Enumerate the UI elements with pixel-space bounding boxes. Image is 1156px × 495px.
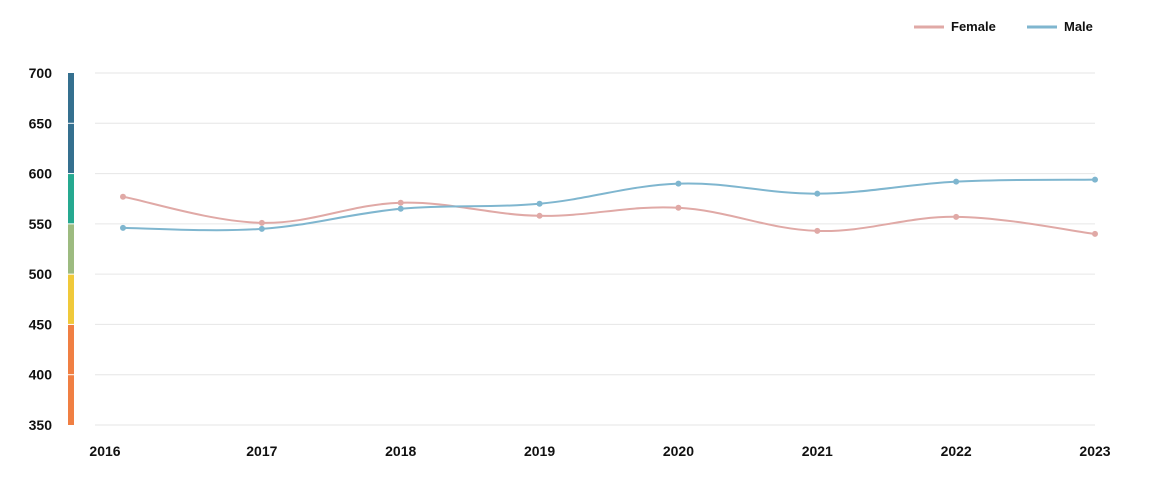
score-scale-bar xyxy=(67,73,75,425)
data-point-female xyxy=(1092,230,1098,237)
y-axis-ticks: 350 400 450 500 550 600 650 700 xyxy=(29,65,53,433)
x-tick-label: 2022 xyxy=(941,443,972,459)
series-male xyxy=(120,176,1098,232)
scale-band xyxy=(68,274,74,325)
x-axis-ticks: 2016 2017 2018 2019 2020 2021 2022 2023 xyxy=(89,443,1110,459)
legend[interactable]: Female Male xyxy=(914,19,1093,34)
y-tick-label: 550 xyxy=(29,216,53,232)
x-tick-label: 2017 xyxy=(246,443,277,459)
data-point-female xyxy=(120,193,126,200)
y-tick-label: 700 xyxy=(29,65,53,81)
x-tick-label: 2018 xyxy=(385,443,416,459)
legend-label: Female xyxy=(951,19,996,34)
legend-item-male[interactable]: Male xyxy=(1027,19,1093,34)
x-tick-label: 2020 xyxy=(663,443,694,459)
series-line-male xyxy=(122,178,1096,232)
data-point-male xyxy=(675,180,682,187)
data-point-female xyxy=(675,204,682,211)
gridlines xyxy=(95,72,1095,426)
legend-label: Male xyxy=(1064,19,1093,34)
data-point-male xyxy=(1092,176,1098,183)
series-line-female xyxy=(122,195,1096,235)
series-lines xyxy=(120,176,1098,237)
data-point-male xyxy=(536,200,543,207)
scale-band xyxy=(68,173,74,224)
y-tick-label: 600 xyxy=(29,166,53,182)
x-tick-label: 2016 xyxy=(89,443,120,459)
y-tick-label: 500 xyxy=(29,266,53,282)
series-female xyxy=(120,193,1098,237)
data-point-female xyxy=(536,212,543,219)
data-point-male xyxy=(120,224,126,231)
x-tick-label: 2021 xyxy=(802,443,833,459)
data-point-female xyxy=(258,219,265,226)
data-point-male xyxy=(953,178,960,185)
y-tick-label: 350 xyxy=(29,417,53,433)
data-point-male xyxy=(258,225,265,232)
legend-item-female[interactable]: Female xyxy=(914,19,996,34)
x-tick-label: 2023 xyxy=(1079,443,1110,459)
data-point-female xyxy=(814,227,821,234)
data-point-female xyxy=(953,213,960,220)
data-point-male xyxy=(397,205,404,212)
data-point-female xyxy=(397,199,404,206)
y-tick-label: 400 xyxy=(29,367,53,383)
scale-band xyxy=(68,223,74,275)
data-point-male xyxy=(814,190,821,197)
x-tick-label: 2019 xyxy=(524,443,555,459)
y-tick-label: 650 xyxy=(29,115,53,131)
y-tick-label: 450 xyxy=(29,316,53,332)
